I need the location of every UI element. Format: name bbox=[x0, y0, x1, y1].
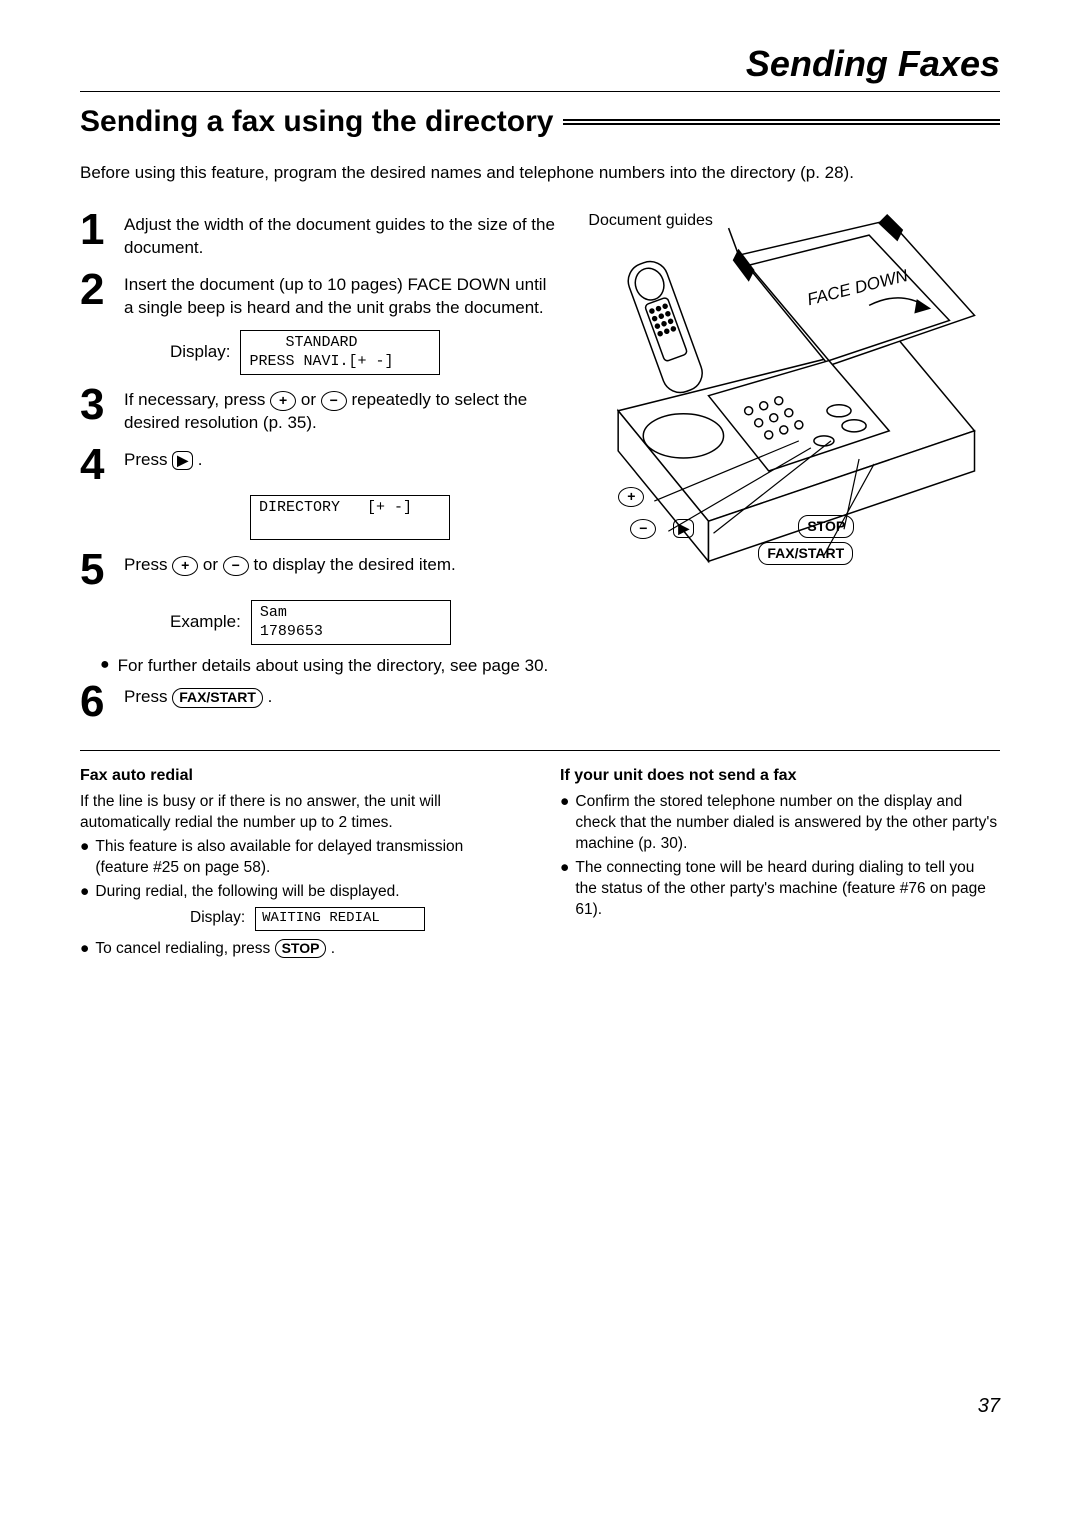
bullet-text: During redial, the following will be dis… bbox=[95, 882, 399, 903]
bullet-dot: ● bbox=[100, 655, 110, 678]
bullet-item: ● This feature is also available for del… bbox=[80, 837, 520, 879]
step-4: 4 Press ▶ . bbox=[80, 445, 558, 485]
play-button-callout: ▶ bbox=[673, 519, 694, 538]
step-5: 5 Press + or − to display the desired it… bbox=[80, 550, 558, 590]
lcd-display: DIRECTORY [+ -] bbox=[250, 495, 450, 541]
step-number: 1 bbox=[80, 210, 112, 250]
main-content: 1 Adjust the width of the document guide… bbox=[80, 210, 1000, 732]
lcd-display: STANDARD PRESS NAVI.[+ -] bbox=[240, 330, 440, 376]
diagram-column: Document guides bbox=[578, 210, 1000, 732]
lower-left-column: Fax auto redial If the line is busy or i… bbox=[80, 765, 520, 963]
section-title: Sending a fax using the directory bbox=[80, 102, 553, 143]
stop-button[interactable]: STOP bbox=[275, 939, 327, 959]
step-6: 6 Press FAX/START . bbox=[80, 682, 558, 722]
double-rule bbox=[563, 119, 1000, 125]
step5-bullet: ● For further details about using the di… bbox=[100, 655, 558, 678]
bullet-item: ● Confirm the stored telephone number on… bbox=[560, 792, 1000, 855]
bullet-dot: ● bbox=[80, 939, 89, 960]
bullet-dot: ● bbox=[560, 858, 569, 921]
minus-button[interactable]: − bbox=[223, 556, 249, 576]
step-number: 2 bbox=[80, 270, 112, 310]
bullet-item: ● The connecting tone will be heard duri… bbox=[560, 858, 1000, 921]
lower-columns: Fax auto redial If the line is busy or i… bbox=[80, 765, 1000, 963]
bullet-item: ● To cancel redialing, press STOP . bbox=[80, 939, 520, 960]
example-row-step5: Example: Sam 1789653 bbox=[170, 600, 558, 646]
step-body: Insert the document (up to 10 pages) FAC… bbox=[124, 270, 558, 320]
step-number: 5 bbox=[80, 550, 112, 590]
fax-auto-redial-paragraph: If the line is busy or if there is no an… bbox=[80, 792, 520, 834]
page-number: 37 bbox=[80, 1393, 1000, 1420]
step4-text-a: Press bbox=[124, 450, 172, 469]
stop-button-callout: STOP bbox=[798, 515, 854, 538]
minus-button-callout: − bbox=[630, 519, 656, 539]
step5-text-a: Press bbox=[124, 555, 172, 574]
fax-start-button[interactable]: FAX/START bbox=[172, 688, 263, 708]
divider bbox=[80, 91, 1000, 92]
display-row-step2: Display: STANDARD PRESS NAVI.[+ -] bbox=[170, 330, 558, 376]
bullet-dot: ● bbox=[80, 882, 89, 903]
steps-column: 1 Adjust the width of the document guide… bbox=[80, 210, 558, 732]
step5-bullet-text: For further details about using the dire… bbox=[118, 655, 549, 678]
section-title-row: Sending a fax using the directory bbox=[80, 102, 1000, 143]
display-label: Display: bbox=[170, 341, 230, 364]
step-body: Adjust the width of the document guides … bbox=[124, 210, 558, 260]
bullet-text: To cancel redialing, press STOP . bbox=[95, 939, 335, 960]
bullet-dot: ● bbox=[80, 837, 89, 879]
step6-text-a: Press bbox=[124, 687, 172, 706]
divider bbox=[80, 750, 1000, 751]
step-number: 6 bbox=[80, 682, 112, 722]
bullet-dot: ● bbox=[560, 792, 569, 855]
document-guides-label: Document guides bbox=[588, 210, 713, 232]
plus-button-callout: + bbox=[618, 487, 644, 507]
step3-text-a: If necessary, press bbox=[124, 390, 270, 409]
step-3: 3 If necessary, press + or − repeatedly … bbox=[80, 385, 558, 435]
cancel-redial-text: To cancel redialing, press bbox=[95, 940, 274, 957]
step-body: If necessary, press + or − repeatedly to… bbox=[124, 385, 558, 435]
step-number: 3 bbox=[80, 385, 112, 425]
example-label: Example: bbox=[170, 611, 241, 634]
redial-display-row: Display: WAITING REDIAL bbox=[190, 907, 520, 931]
step-number: 4 bbox=[80, 445, 112, 485]
bullet-text: The connecting tone will be heard during… bbox=[575, 858, 1000, 921]
lcd-display: Sam 1789653 bbox=[251, 600, 451, 646]
plus-button[interactable]: + bbox=[270, 391, 296, 411]
minus-button[interactable]: − bbox=[321, 391, 347, 411]
intro-paragraph: Before using this feature, program the d… bbox=[80, 162, 1000, 185]
step5-text-c: to display the desired item. bbox=[254, 555, 456, 574]
chapter-title: Sending Faxes bbox=[80, 40, 1000, 89]
fax-auto-redial-heading: Fax auto redial bbox=[80, 765, 520, 787]
plus-button[interactable]: + bbox=[172, 556, 198, 576]
step-2: 2 Insert the document (up to 10 pages) F… bbox=[80, 270, 558, 320]
bullet-text: Confirm the stored telephone number on t… bbox=[575, 792, 1000, 855]
display-label: Display: bbox=[190, 908, 245, 929]
lcd-display: WAITING REDIAL bbox=[255, 907, 425, 931]
step-body: Press + or − to display the desired item… bbox=[124, 550, 558, 577]
lower-right-column: If your unit does not send a fax ● Confi… bbox=[560, 765, 1000, 963]
bullet-text: This feature is also available for delay… bbox=[95, 837, 520, 879]
play-button[interactable]: ▶ bbox=[172, 451, 193, 470]
step-1: 1 Adjust the width of the document guide… bbox=[80, 210, 558, 260]
display-row-step4: DIRECTORY [+ -] bbox=[250, 495, 558, 541]
step3-text-b: or bbox=[301, 390, 321, 409]
no-send-heading: If your unit does not send a fax bbox=[560, 765, 1000, 787]
step-body: Press FAX/START . bbox=[124, 682, 558, 709]
fax-start-button-callout: FAX/START bbox=[758, 542, 853, 565]
bullet-item: ● During redial, the following will be d… bbox=[80, 882, 520, 903]
step5-text-b: or bbox=[203, 555, 223, 574]
step-body: Press ▶ . bbox=[124, 445, 558, 472]
